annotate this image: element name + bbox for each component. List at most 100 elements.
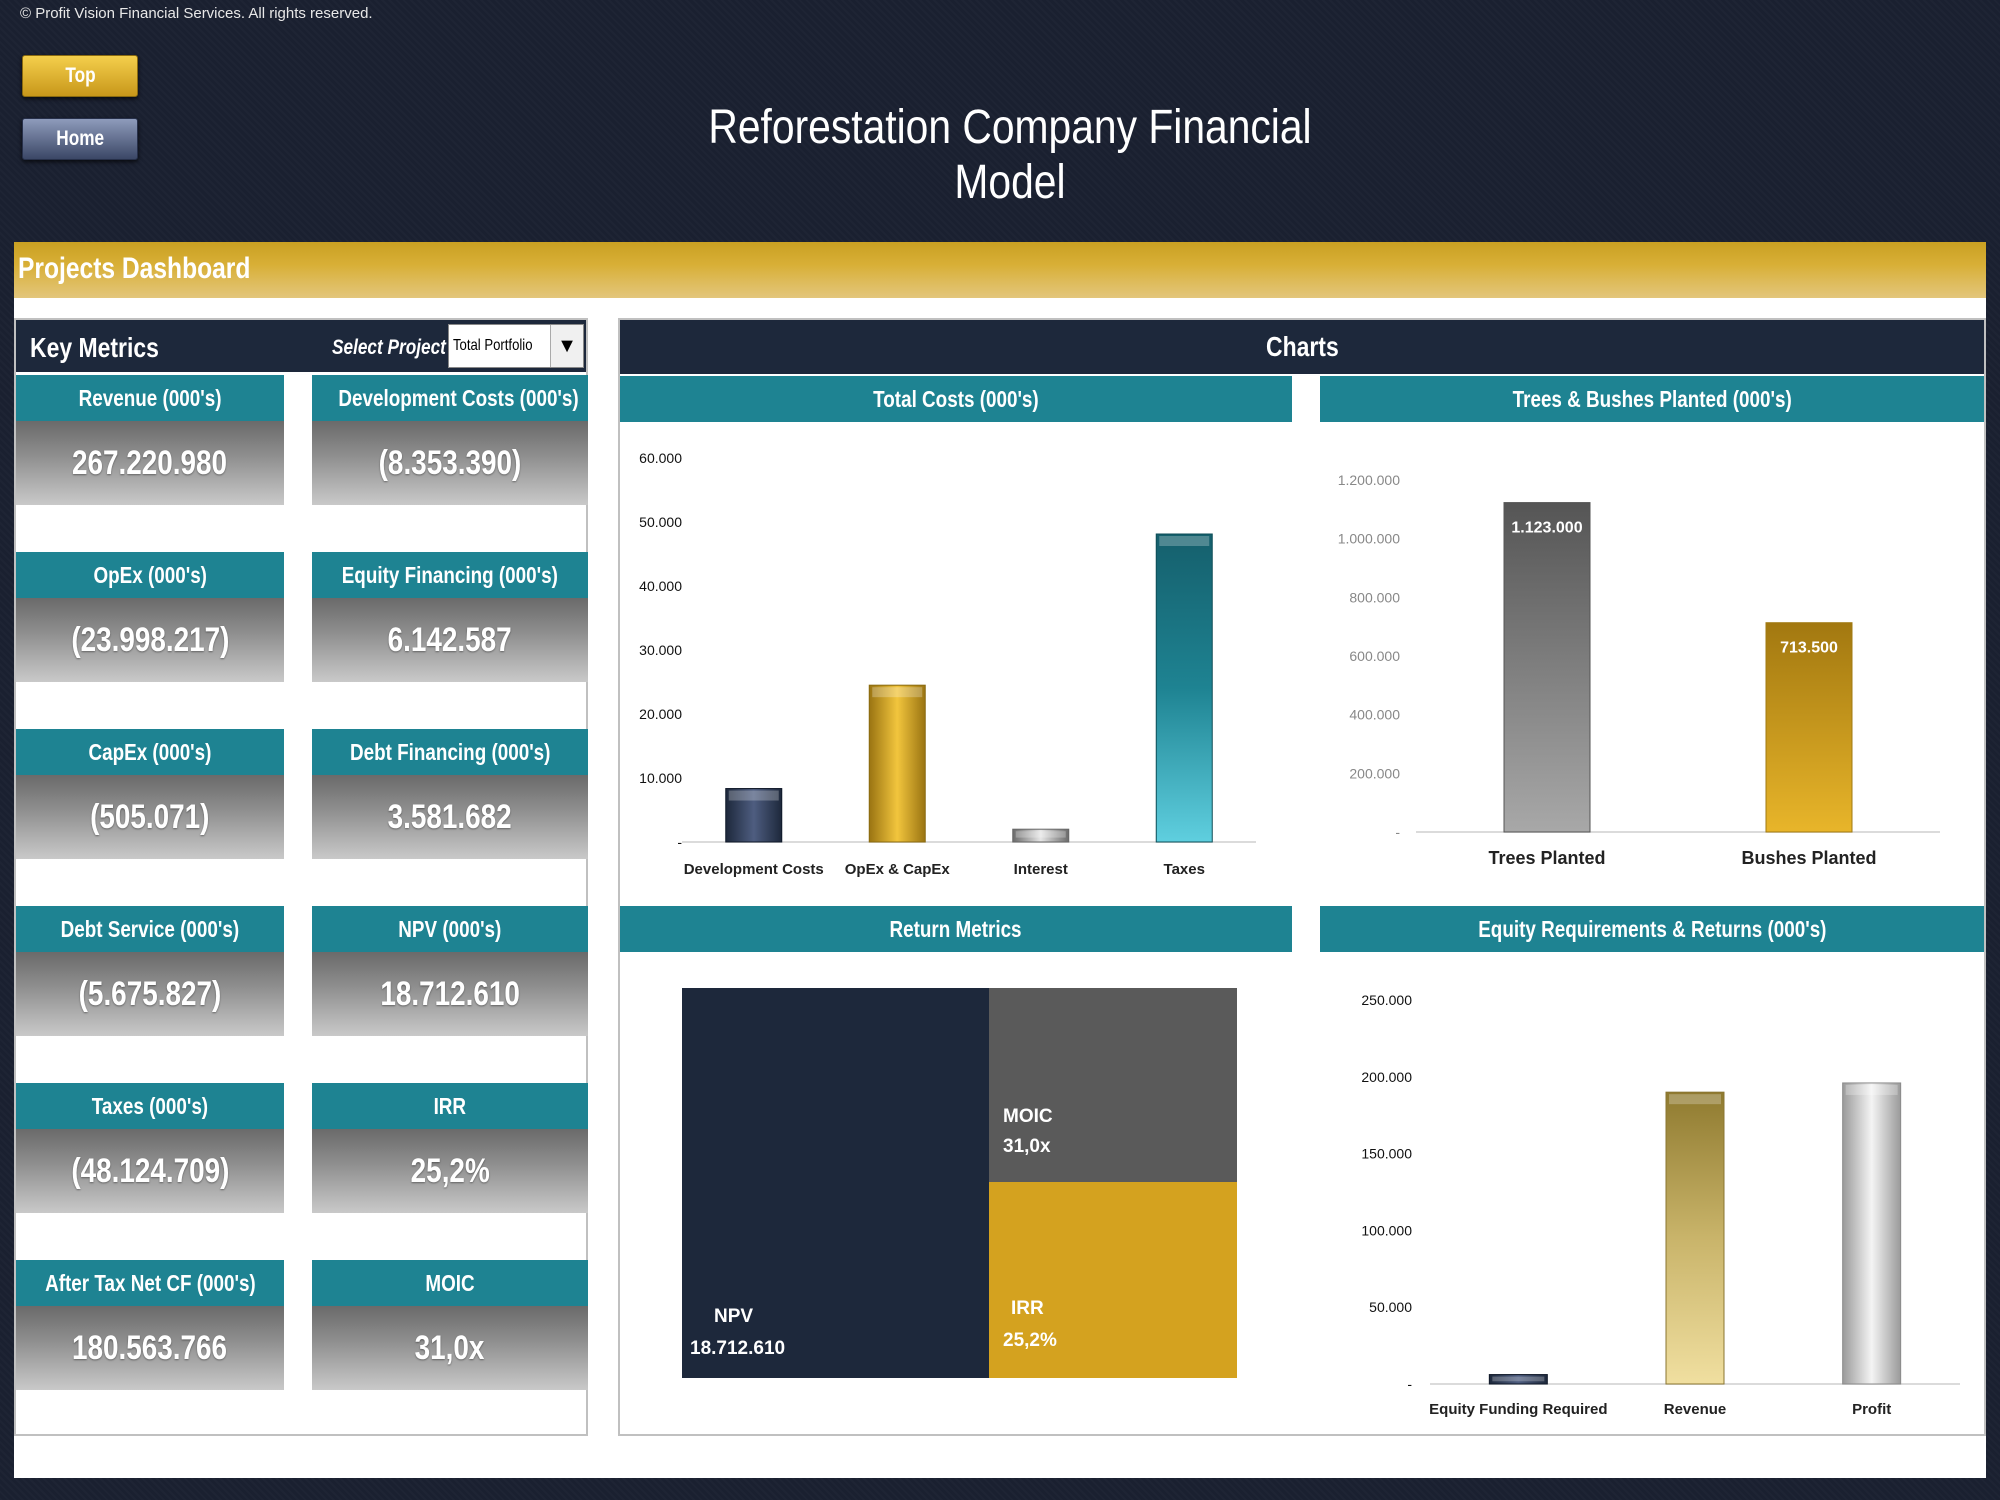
planted-chart-title: Trees & Bushes Planted (000's) bbox=[1320, 376, 1984, 422]
bar bbox=[1842, 1082, 1902, 1385]
metric-value: 3.581.682 bbox=[312, 775, 588, 859]
top-button-label: Top bbox=[64, 64, 96, 87]
y-tick-label: 40.000 bbox=[639, 578, 682, 594]
equity-chart-title: Equity Requirements & Returns (000's) bbox=[1320, 906, 1984, 952]
metric-card: NPV (000's) 18.712.610 bbox=[312, 906, 588, 1036]
planted-chart-title-text: Trees & Bushes Planted (000's) bbox=[1512, 386, 1792, 412]
x-category-label: Profit bbox=[1852, 1401, 1891, 1418]
metric-label: Taxes (000's) bbox=[16, 1083, 284, 1129]
planted-chart: Trees & Bushes Planted (000's) - 200.000 4… bbox=[1320, 376, 1984, 882]
metric-label: After Tax Net CF (000's) bbox=[16, 1260, 284, 1306]
metric-value-text: 3.581.682 bbox=[387, 798, 513, 836]
section-title: Projects Dashboard bbox=[18, 252, 301, 286]
y-tick-label: 600.000 bbox=[1349, 648, 1400, 664]
section-title-text: Projects Dashboard bbox=[18, 252, 251, 285]
metric-label-text: CapEx (000's) bbox=[88, 739, 212, 765]
bar-highlight bbox=[1015, 831, 1066, 838]
section-header: Projects Dashboard bbox=[14, 242, 1986, 298]
metric-value: 25,2% bbox=[312, 1129, 588, 1213]
metric-card: Debt Financing (000's) 3.581.682 bbox=[312, 729, 588, 859]
metric-value-text: 180.563.766 bbox=[72, 1329, 228, 1367]
y-tick-label: 800.000 bbox=[1349, 589, 1400, 605]
x-category-label: Trees Planted bbox=[1488, 848, 1605, 868]
charts-header: Charts bbox=[620, 320, 1984, 374]
y-tick-label: 400.000 bbox=[1349, 707, 1400, 723]
top-button[interactable]: Top bbox=[22, 55, 138, 97]
metric-label-text: Taxes (000's) bbox=[91, 1093, 209, 1119]
page-title-text: Reforestation Company Financial Model bbox=[708, 101, 1312, 209]
bar bbox=[1012, 828, 1070, 843]
y-tick-label: 30.000 bbox=[639, 642, 682, 658]
return-metrics-chart-title-text: Return Metrics bbox=[889, 916, 1023, 942]
dropdown-arrow-icon[interactable]: ▼ bbox=[550, 325, 583, 367]
metric-label: Development Costs (000's) bbox=[312, 375, 588, 421]
metric-label-text: Revenue (000's) bbox=[78, 385, 222, 411]
metric-card: Equity Financing (000's) 6.142.587 bbox=[312, 552, 588, 682]
y-tick-label: 50.000 bbox=[639, 514, 682, 530]
select-project-label: Select Project bbox=[332, 336, 471, 360]
page-title: Reforestation Company Financial Model bbox=[620, 100, 1400, 210]
home-button-label: Home bbox=[56, 127, 104, 150]
bar bbox=[1503, 502, 1591, 833]
metric-value-text: (505.071) bbox=[90, 798, 210, 836]
bar-data-label: 713.500 bbox=[1780, 640, 1838, 657]
metric-card: MOIC 31,0x bbox=[312, 1260, 588, 1390]
y-tick-label: - bbox=[1407, 1376, 1412, 1392]
copyright-text: © Profit Vision Financial Services. All … bbox=[20, 5, 373, 22]
bar-highlight bbox=[1845, 1084, 1898, 1095]
x-category-label: Interest bbox=[1014, 861, 1068, 878]
metric-label: CapEx (000's) bbox=[16, 729, 284, 775]
metric-value: 18.712.610 bbox=[312, 952, 588, 1036]
treemap-npv-value: 18.712.610 bbox=[690, 1338, 785, 1359]
y-tick-label: 100.000 bbox=[1361, 1222, 1412, 1238]
treemap-moic-block bbox=[989, 988, 1237, 1182]
metric-value-text: (48.124.709) bbox=[70, 1152, 230, 1190]
treemap-irr-name: IRR bbox=[1011, 1298, 1044, 1319]
y-tick-label: 1.000.000 bbox=[1338, 531, 1400, 547]
treemap-npv-block bbox=[682, 988, 989, 1378]
y-tick-label: 60.000 bbox=[639, 450, 682, 466]
metric-value-text: 25,2% bbox=[410, 1152, 490, 1190]
treemap-moic-value: 31,0x bbox=[1003, 1136, 1051, 1157]
equity-chart: Equity Requirements & Returns (000's) - 5… bbox=[1320, 906, 1984, 1432]
metric-value-text: 31,0x bbox=[415, 1329, 485, 1367]
project-select-dropdown[interactable]: Total Portfolio ▼ bbox=[448, 324, 584, 368]
metric-label-text: Debt Financing (000's) bbox=[349, 739, 551, 765]
treemap-irr-block bbox=[989, 1182, 1237, 1378]
select-project-label-text: Select Project bbox=[332, 336, 446, 359]
bar-highlight bbox=[728, 790, 779, 801]
y-tick-label: 10.000 bbox=[639, 770, 682, 786]
charts-panel: Charts Total Costs (000's) - 10.000 20.000… bbox=[618, 318, 1986, 1436]
home-button[interactable]: Home bbox=[22, 118, 138, 160]
metric-label: NPV (000's) bbox=[312, 906, 588, 952]
total-costs-chart: Total Costs (000's) - 10.000 20.000 30.000 4… bbox=[620, 376, 1292, 882]
metric-value: 180.563.766 bbox=[16, 1306, 284, 1390]
key-metrics-panel: Key Metrics Select Project Total Portfol… bbox=[14, 318, 588, 1436]
metric-value: (505.071) bbox=[16, 775, 284, 859]
metric-label: MOIC bbox=[312, 1260, 588, 1306]
metric-label-text: After Tax Net CF (000's) bbox=[44, 1270, 256, 1296]
total-costs-chart-title-text: Total Costs (000's) bbox=[873, 386, 1039, 412]
metric-label-text: MOIC bbox=[425, 1270, 475, 1296]
y-tick-label: - bbox=[1395, 824, 1400, 840]
return-metrics-chart-title: Return Metrics bbox=[620, 906, 1292, 952]
metric-value: (48.124.709) bbox=[16, 1129, 284, 1213]
metric-label: Debt Financing (000's) bbox=[312, 729, 588, 775]
key-metrics-title: Key Metrics bbox=[30, 332, 187, 364]
metric-card: Development Costs (000's) (8.353.390) bbox=[312, 375, 588, 505]
bar-data-label: 1.123.000 bbox=[1511, 520, 1582, 537]
metric-label-text: Equity Financing (000's) bbox=[341, 562, 559, 588]
bar bbox=[1155, 533, 1213, 843]
x-category-label: OpEx & CapEx bbox=[845, 861, 951, 878]
bar-highlight bbox=[1669, 1094, 1721, 1105]
metric-label-text: Development Costs (000's) bbox=[338, 385, 579, 411]
bar-highlight bbox=[872, 687, 923, 698]
metric-label-text: IRR bbox=[433, 1093, 467, 1119]
metric-value-text: (5.675.827) bbox=[78, 975, 222, 1013]
bar-highlight bbox=[1492, 1376, 1545, 1382]
key-metrics-title-text: Key Metrics bbox=[30, 332, 159, 363]
y-tick-label: 200.000 bbox=[1361, 1069, 1412, 1085]
y-tick-label: 20.000 bbox=[639, 706, 682, 722]
key-metrics-header: Key Metrics Select Project Total Portfol… bbox=[16, 320, 586, 372]
y-tick-label: 50.000 bbox=[1369, 1299, 1412, 1315]
